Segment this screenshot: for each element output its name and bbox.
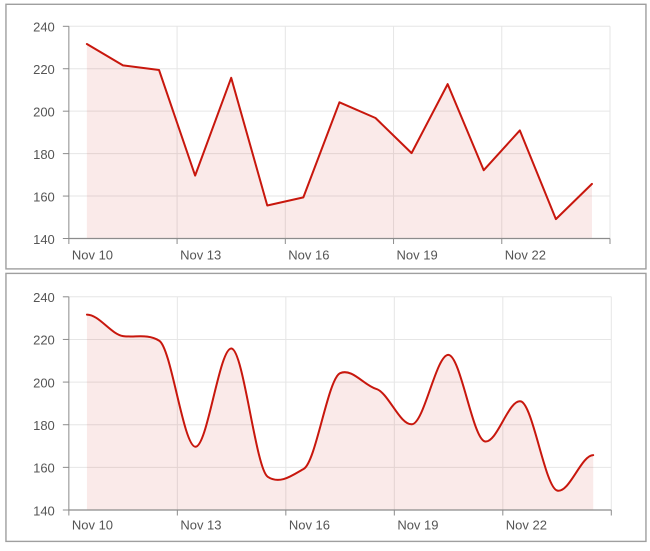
svg-text:220: 220 [33,62,55,77]
svg-text:Nov 22: Nov 22 [505,247,546,262]
svg-text:200: 200 [33,104,55,119]
svg-text:220: 220 [33,333,55,348]
svg-text:Nov 10: Nov 10 [72,518,113,533]
svg-text:Nov 19: Nov 19 [397,247,438,262]
svg-text:Nov 10: Nov 10 [72,247,113,262]
svg-text:240: 240 [33,20,55,35]
svg-text:180: 180 [33,147,55,162]
svg-text:180: 180 [33,418,55,433]
svg-text:140: 140 [33,503,55,518]
svg-text:240: 240 [33,290,55,305]
svg-text:Nov 13: Nov 13 [180,518,221,533]
svg-text:Nov 22: Nov 22 [506,518,547,533]
svg-text:Nov 16: Nov 16 [288,247,329,262]
svg-text:160: 160 [33,461,55,476]
svg-text:140: 140 [33,232,55,247]
svg-text:Nov 13: Nov 13 [180,247,221,262]
svg-text:160: 160 [33,189,55,204]
svg-text:Nov 19: Nov 19 [397,518,438,533]
svg-text:200: 200 [33,375,55,390]
svg-text:Nov 16: Nov 16 [289,518,330,533]
